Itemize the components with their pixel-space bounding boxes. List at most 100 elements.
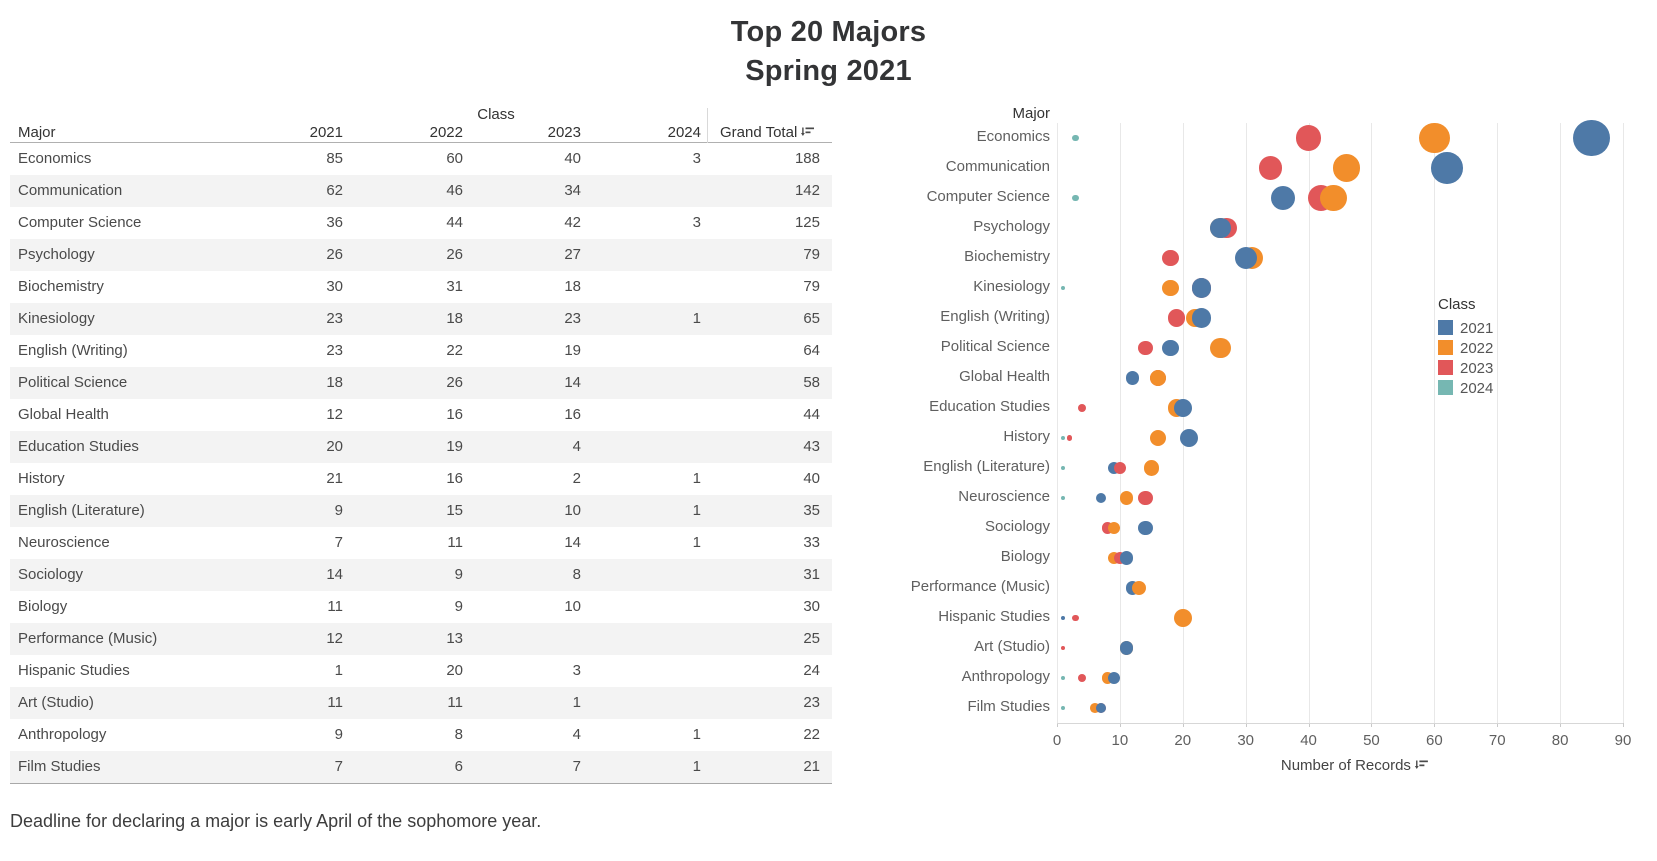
table-cell-value[interactable]: 21 [326, 470, 343, 487]
y-axis-label[interactable]: Computer Science [926, 188, 1050, 205]
y-axis-label[interactable]: Anthropology [961, 668, 1050, 685]
table-cell-value[interactable]: 31 [446, 278, 463, 295]
y-axis-label[interactable]: Hispanic Studies [938, 608, 1050, 625]
bubble-2023[interactable] [1259, 156, 1283, 180]
table-cell-value[interactable]: 3 [692, 150, 701, 167]
table-cell-value[interactable]: 4 [572, 438, 581, 455]
legend-item-2024[interactable]: 2024 [1438, 380, 1493, 400]
table-cell-major[interactable]: Psychology [18, 246, 95, 263]
bubble-2021[interactable] [1573, 119, 1610, 157]
table-cell-grand-total[interactable]: 35 [803, 502, 820, 519]
bubble-2021[interactable] [1192, 278, 1212, 298]
table-cell-grand-total[interactable]: 30 [803, 598, 820, 615]
table-cell-grand-total[interactable]: 33 [803, 534, 820, 551]
bubble-2022[interactable] [1149, 370, 1166, 386]
bubble-2024[interactable] [1072, 194, 1080, 202]
table-cell-value[interactable]: 7 [334, 534, 343, 551]
table-cell-major[interactable]: Film Studies [18, 758, 101, 775]
table-cell-value[interactable]: 18 [446, 310, 463, 327]
table-cell-value[interactable]: 3 [572, 662, 581, 679]
bubble-2023[interactable] [1078, 404, 1087, 412]
table-cell-grand-total[interactable]: 125 [794, 214, 820, 231]
bubble-2021[interactable] [1173, 399, 1192, 417]
table-cell-grand-total[interactable]: 25 [803, 630, 820, 647]
table-cell-value[interactable]: 85 [326, 150, 343, 167]
table-cell-value[interactable]: 42 [564, 214, 581, 231]
bubble-2023[interactable] [1295, 125, 1322, 151]
bubble-2021[interactable] [1271, 186, 1296, 210]
table-cell-value[interactable]: 19 [446, 438, 463, 455]
y-axis-label[interactable]: Film Studies [967, 698, 1050, 715]
bubble-2024[interactable] [1061, 706, 1066, 710]
bubble-2021[interactable] [1095, 702, 1107, 714]
table-cell-value[interactable]: 26 [326, 246, 343, 263]
bubble-2021[interactable] [1107, 672, 1120, 684]
bubble-2021[interactable] [1095, 492, 1107, 504]
legend-item-2023[interactable]: 2023 [1438, 360, 1493, 380]
table-cell-value[interactable]: 11 [327, 694, 343, 711]
table-cell-value[interactable]: 11 [327, 598, 343, 615]
table-cell-grand-total[interactable]: 40 [803, 470, 820, 487]
table-cell-major[interactable]: Performance (Music) [18, 630, 158, 647]
table-cell-major[interactable]: Global Health [18, 406, 109, 423]
table-cell-major[interactable]: Biology [18, 598, 68, 615]
bubble-2022[interactable] [1119, 491, 1133, 505]
table-cell-value[interactable]: 16 [564, 406, 581, 423]
sort-descending-icon[interactable] [1415, 758, 1429, 775]
table-cell-value[interactable]: 23 [326, 310, 343, 327]
bubble-2022[interactable] [1173, 609, 1192, 627]
table-cell-major[interactable]: Anthropology [18, 726, 107, 743]
bubble-2021[interactable] [1061, 616, 1066, 620]
table-cell-value[interactable]: 62 [326, 182, 343, 199]
table-cell-value[interactable]: 16 [446, 406, 463, 423]
y-axis-label[interactable]: Performance (Music) [910, 578, 1050, 595]
y-axis-label[interactable]: Political Science [940, 338, 1050, 355]
table-cell-value[interactable]: 60 [446, 150, 463, 167]
table-cell-value[interactable]: 16 [446, 470, 463, 487]
table-cell-value[interactable]: 8 [454, 726, 463, 743]
table-cell-value[interactable]: 8 [572, 566, 581, 583]
table-cell-value[interactable]: 23 [564, 310, 581, 327]
table-cell-grand-total[interactable]: 24 [803, 662, 820, 679]
table-cell-grand-total[interactable]: 65 [803, 310, 820, 327]
y-axis-label[interactable]: Sociology [984, 518, 1050, 535]
table-cell-major[interactable]: Sociology [18, 566, 84, 583]
table-cell-value[interactable]: 9 [454, 598, 463, 615]
table-cell-value[interactable]: 1 [692, 502, 701, 519]
bubble-2023[interactable] [1137, 340, 1153, 356]
table-cell-value[interactable]: 12 [326, 406, 343, 423]
table-cell-value[interactable]: 18 [564, 278, 581, 295]
table-cell-value[interactable]: 6 [454, 758, 463, 775]
bubble-2023[interactable] [1101, 522, 1113, 534]
y-axis-label[interactable]: English (Literature) [923, 458, 1050, 475]
table-cell-major[interactable]: Kinesiology [18, 310, 95, 327]
table-cell-value[interactable]: 20 [446, 662, 463, 679]
table-cell-value[interactable]: 10 [564, 598, 581, 615]
bubble-2024[interactable] [1072, 134, 1080, 142]
table-cell-grand-total[interactable]: 58 [803, 374, 820, 391]
legend-item-2021[interactable]: 2021 [1438, 320, 1493, 340]
bubble-2021[interactable] [1119, 641, 1133, 655]
bubble-2022[interactable] [1418, 122, 1450, 154]
y-axis-label[interactable]: Economics [976, 128, 1050, 145]
y-axis-label[interactable]: Neuroscience [958, 488, 1050, 505]
bubble-2023[interactable] [1078, 674, 1087, 682]
table-cell-value[interactable]: 1 [692, 470, 701, 487]
table-cell-grand-total[interactable]: 64 [803, 342, 820, 359]
bubble-2023[interactable] [1072, 614, 1080, 622]
table-cell-grand-total[interactable]: 31 [803, 566, 820, 583]
y-axis-label[interactable]: English (Writing) [940, 308, 1050, 325]
table-cell-grand-total[interactable]: 22 [803, 726, 820, 743]
bubble-2022[interactable] [1161, 279, 1179, 297]
y-axis-label[interactable]: Biochemistry [964, 248, 1050, 265]
bubble-2021[interactable] [1125, 371, 1140, 385]
table-cell-value[interactable]: 26 [446, 246, 463, 263]
table-cell-major[interactable]: Art (Studio) [18, 694, 94, 711]
y-axis-label[interactable]: Global Health [959, 368, 1050, 385]
table-cell-value[interactable]: 14 [564, 374, 581, 391]
table-cell-value[interactable]: 40 [564, 150, 581, 167]
table-cell-value[interactable]: 1 [334, 662, 343, 679]
table-cell-value[interactable]: 12 [326, 630, 343, 647]
table-cell-value[interactable]: 4 [572, 726, 581, 743]
y-axis-label[interactable]: Biology [1000, 548, 1050, 565]
